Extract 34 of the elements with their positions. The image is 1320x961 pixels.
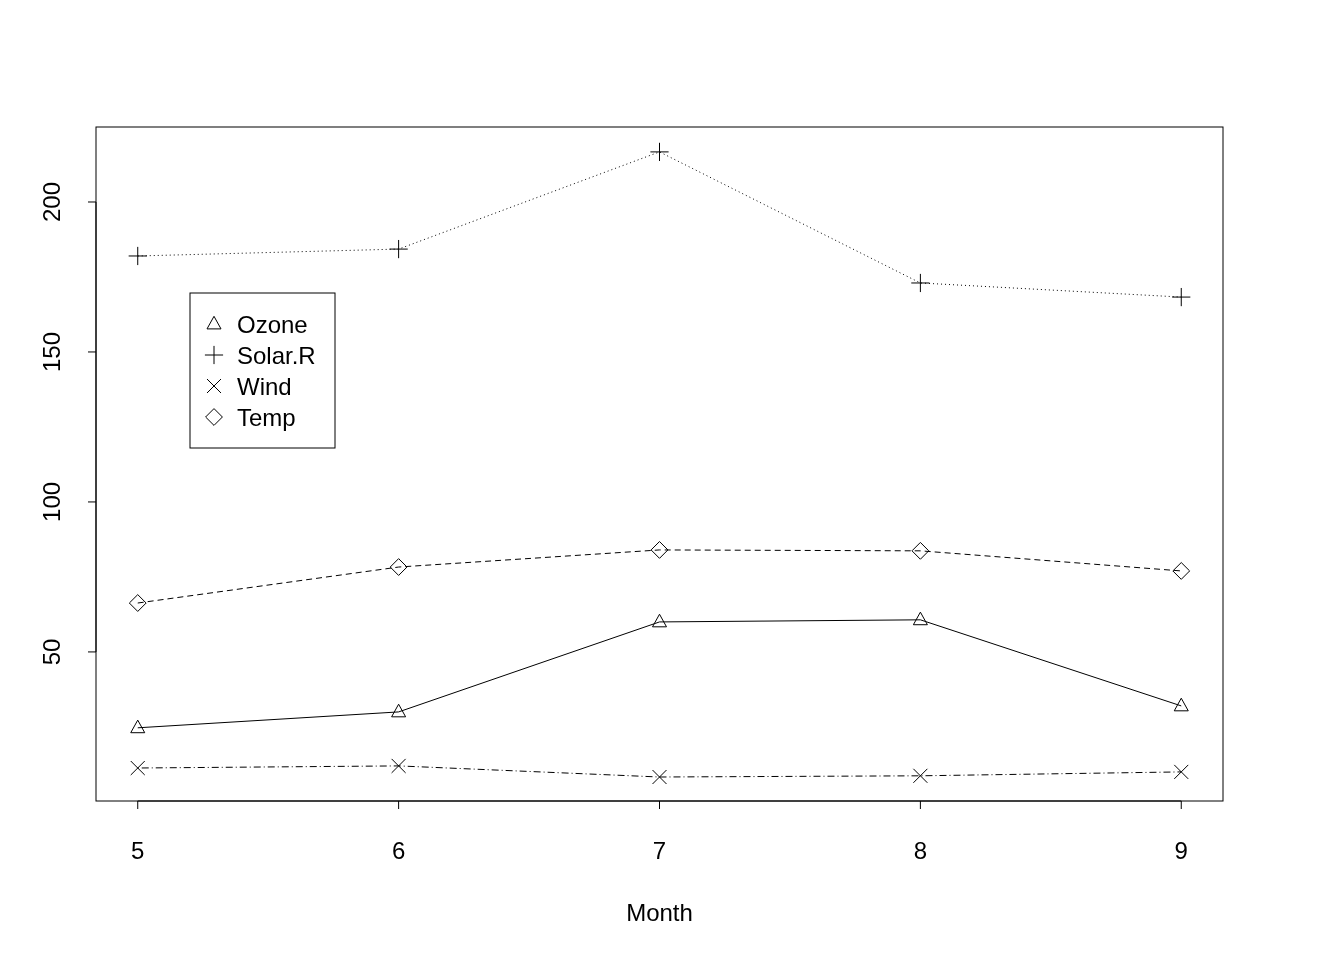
x-axis-title: Month <box>626 899 693 926</box>
point <box>128 246 148 266</box>
point <box>391 758 407 774</box>
x-tick-label: 9 <box>1174 837 1188 864</box>
x-tick-label: 8 <box>913 837 928 864</box>
point <box>912 768 928 784</box>
x-tick-label: 6 <box>391 837 406 864</box>
point <box>128 594 147 612</box>
point <box>911 541 930 560</box>
point <box>391 703 407 718</box>
point <box>652 613 667 628</box>
point <box>910 273 930 293</box>
point <box>650 541 669 559</box>
point <box>130 760 146 776</box>
point <box>1173 764 1189 780</box>
legend-label: Wind <box>237 373 292 400</box>
y-tick-label: 100 <box>38 481 65 522</box>
legend-label: Temp <box>237 404 296 431</box>
point <box>1171 287 1191 307</box>
point <box>649 142 670 162</box>
point <box>389 558 408 576</box>
legend-label: Ozone <box>237 311 308 338</box>
point <box>130 719 146 734</box>
x-tick-label: 7 <box>652 837 667 864</box>
x-tick-label: 5 <box>131 837 145 864</box>
point <box>912 611 928 626</box>
legend-label: Solar.R <box>237 342 316 369</box>
point <box>652 769 667 785</box>
point <box>389 239 409 259</box>
y-tick-label: 150 <box>38 331 65 372</box>
point <box>1173 697 1189 712</box>
y-tick-label: 200 <box>38 181 65 223</box>
y-tick-label: 50 <box>38 638 65 666</box>
point <box>1172 562 1191 580</box>
